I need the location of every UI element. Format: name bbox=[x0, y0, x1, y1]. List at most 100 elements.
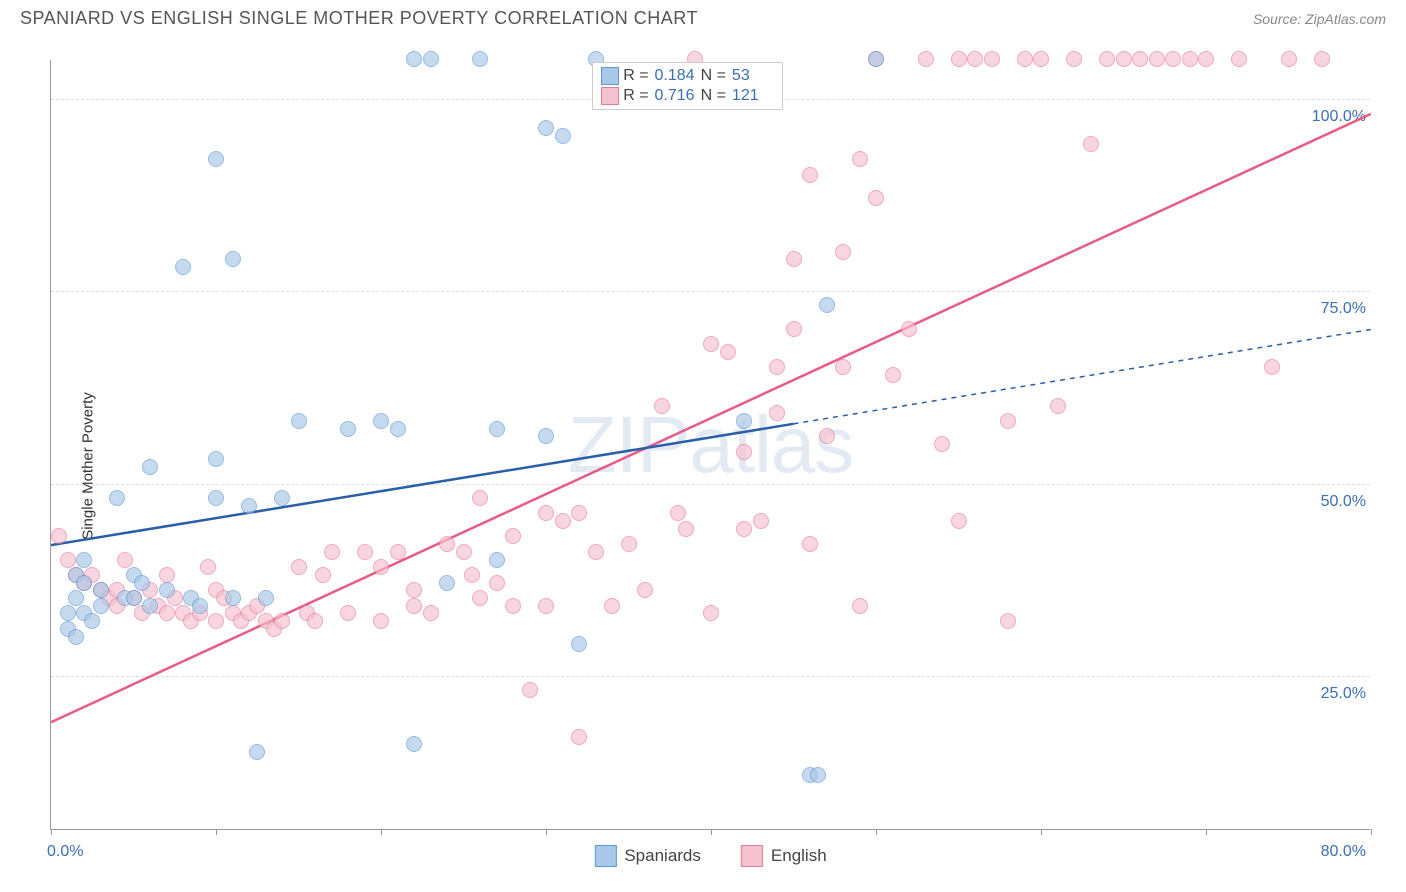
point-spaniards bbox=[68, 629, 84, 645]
point-english bbox=[1149, 51, 1165, 67]
point-english bbox=[51, 528, 67, 544]
regression-lines bbox=[51, 60, 1371, 830]
point-spaniards bbox=[489, 552, 505, 568]
point-english bbox=[1050, 398, 1066, 414]
point-english bbox=[464, 567, 480, 583]
point-english bbox=[1231, 51, 1247, 67]
point-english bbox=[307, 613, 323, 629]
point-spaniards bbox=[373, 413, 389, 429]
point-spaniards bbox=[68, 590, 84, 606]
point-spaniards bbox=[390, 421, 406, 437]
x-tick bbox=[51, 829, 52, 835]
point-english bbox=[357, 544, 373, 560]
point-english bbox=[678, 521, 694, 537]
point-english bbox=[522, 682, 538, 698]
point-english bbox=[390, 544, 406, 560]
point-spaniards bbox=[241, 498, 257, 514]
point-english bbox=[1182, 51, 1198, 67]
point-spaniards bbox=[868, 51, 884, 67]
point-english bbox=[315, 567, 331, 583]
point-english bbox=[637, 582, 653, 598]
point-spaniards bbox=[142, 459, 158, 475]
x-tick bbox=[546, 829, 547, 835]
point-spaniards bbox=[142, 598, 158, 614]
point-spaniards bbox=[538, 120, 554, 136]
y-tick-label: 50.0% bbox=[1321, 493, 1366, 511]
point-english bbox=[1000, 613, 1016, 629]
point-english bbox=[1314, 51, 1330, 67]
point-spaniards bbox=[175, 259, 191, 275]
point-english bbox=[472, 590, 488, 606]
series-legend: SpaniardsEnglish bbox=[594, 845, 826, 867]
point-english bbox=[967, 51, 983, 67]
point-english bbox=[538, 598, 554, 614]
point-english bbox=[291, 559, 307, 575]
point-spaniards bbox=[134, 575, 150, 591]
point-english bbox=[885, 367, 901, 383]
point-english bbox=[60, 552, 76, 568]
point-english bbox=[274, 613, 290, 629]
point-english bbox=[802, 536, 818, 552]
point-english bbox=[753, 513, 769, 529]
point-english bbox=[340, 605, 356, 621]
point-english bbox=[571, 729, 587, 745]
point-english bbox=[1132, 51, 1148, 67]
x-tick-label: 0.0% bbox=[47, 843, 83, 861]
point-english bbox=[406, 582, 422, 598]
point-spaniards bbox=[93, 598, 109, 614]
point-english bbox=[736, 521, 752, 537]
point-english bbox=[1281, 51, 1297, 67]
x-tick bbox=[381, 829, 382, 835]
point-english bbox=[951, 513, 967, 529]
point-english bbox=[423, 605, 439, 621]
point-spaniards bbox=[208, 151, 224, 167]
point-spaniards bbox=[274, 490, 290, 506]
gridline bbox=[51, 291, 1370, 292]
point-english bbox=[1033, 51, 1049, 67]
point-spaniards bbox=[472, 51, 488, 67]
point-english bbox=[117, 552, 133, 568]
y-tick-label: 100.0% bbox=[1312, 108, 1366, 126]
point-spaniards bbox=[93, 582, 109, 598]
point-english bbox=[555, 513, 571, 529]
point-english bbox=[868, 190, 884, 206]
y-tick-label: 25.0% bbox=[1321, 685, 1366, 703]
point-english bbox=[1165, 51, 1181, 67]
point-spaniards bbox=[60, 605, 76, 621]
gridline bbox=[51, 484, 1370, 485]
point-english bbox=[1264, 359, 1280, 375]
point-english bbox=[489, 575, 505, 591]
point-spaniards bbox=[555, 128, 571, 144]
x-tick bbox=[711, 829, 712, 835]
point-english bbox=[406, 598, 422, 614]
chart-title: SPANIARD VS ENGLISH SINGLE MOTHER POVERT… bbox=[20, 8, 698, 29]
point-english bbox=[802, 167, 818, 183]
point-spaniards bbox=[109, 490, 125, 506]
x-tick bbox=[216, 829, 217, 835]
point-english bbox=[373, 613, 389, 629]
point-english bbox=[1083, 136, 1099, 152]
watermark: ZIPatlas bbox=[568, 399, 853, 491]
point-spaniards bbox=[258, 590, 274, 606]
point-spaniards bbox=[126, 590, 142, 606]
chart-wrapper: Single Mother Poverty ZIPatlas 25.0%50.0… bbox=[0, 40, 1406, 892]
source-label: Source: ZipAtlas.com bbox=[1253, 11, 1386, 27]
x-tick-label: 80.0% bbox=[1321, 843, 1366, 861]
point-english bbox=[934, 436, 950, 452]
point-english bbox=[835, 244, 851, 260]
point-english bbox=[1116, 51, 1132, 67]
point-spaniards bbox=[225, 251, 241, 267]
point-english bbox=[159, 605, 175, 621]
point-english bbox=[538, 505, 554, 521]
point-spaniards bbox=[819, 297, 835, 313]
point-spaniards bbox=[340, 421, 356, 437]
plot-area: ZIPatlas 25.0%50.0%75.0%100.0%0.0%80.0%R… bbox=[50, 60, 1370, 830]
point-english bbox=[456, 544, 472, 560]
point-english bbox=[786, 321, 802, 337]
point-spaniards bbox=[571, 636, 587, 652]
point-english bbox=[951, 51, 967, 67]
point-english bbox=[819, 428, 835, 444]
point-spaniards bbox=[225, 590, 241, 606]
point-english bbox=[852, 151, 868, 167]
x-tick bbox=[1041, 829, 1042, 835]
